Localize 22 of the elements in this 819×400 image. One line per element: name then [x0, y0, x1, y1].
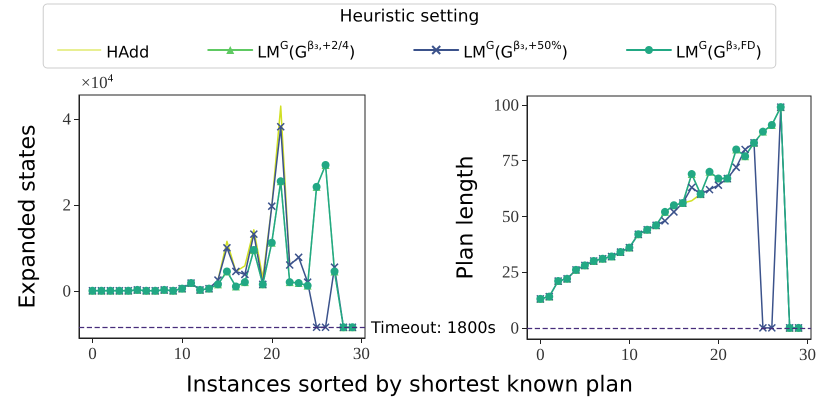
x-tick-label: 20 — [710, 345, 727, 364]
x-axis-title: Instances sorted by shortest known plan — [186, 372, 633, 398]
x-tick-label: 30 — [352, 344, 370, 363]
y-tick-label: 0 — [510, 318, 519, 338]
x-tick-label: 0 — [88, 344, 97, 363]
legend-title: Heuristic setting — [340, 6, 480, 26]
legend-label: HAdd — [106, 42, 150, 62]
x-tick-label: 20 — [263, 344, 280, 363]
y-tick-label: 25 — [502, 262, 519, 282]
x-tick-label: 0 — [536, 345, 545, 364]
y-axis-title: Plan length — [454, 156, 478, 280]
y-tick-label: 75 — [502, 151, 519, 170]
y-tick-label: 50 — [502, 206, 519, 226]
y-tick-label: 2 — [62, 195, 71, 214]
y-axis-title: Expanded states — [16, 124, 40, 308]
annotation: Timeout: 1800s — [370, 318, 496, 337]
y-tick-label: 4 — [62, 110, 72, 129]
x-tick-label: 10 — [620, 345, 638, 364]
y-tick-label: 0 — [62, 281, 71, 300]
y-tick-label: 100 — [494, 95, 519, 114]
x-tick-label: 30 — [798, 345, 816, 364]
x-tick-label: 10 — [174, 344, 191, 363]
